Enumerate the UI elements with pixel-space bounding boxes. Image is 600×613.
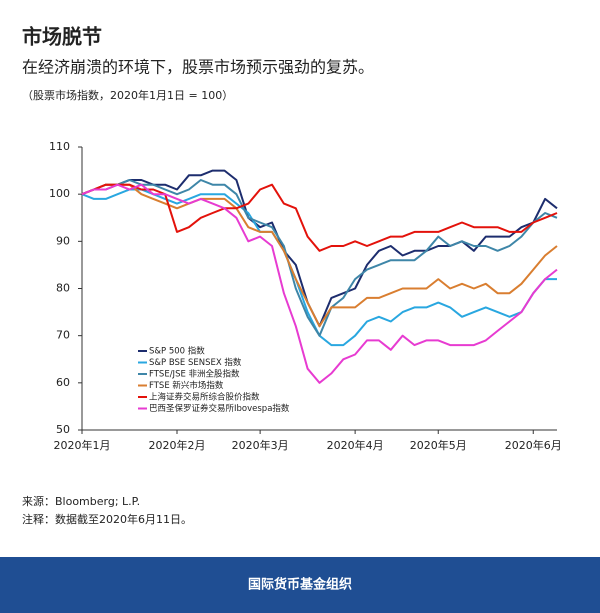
y-tick-label: 70 <box>56 329 70 342</box>
y-tick-label: 90 <box>56 234 70 247</box>
footer-band <box>0 557 600 613</box>
series-line <box>81 183 558 384</box>
series-line <box>81 179 558 337</box>
x-tick-label: 2020年1月 <box>54 438 111 452</box>
note: 注释：数据截至2020年6月11日。 <box>22 512 192 526</box>
source: 来源：Bloomberg; L.P. <box>22 494 140 508</box>
legend-label: 巴西圣保罗证券交易所Ibovespa指数 <box>149 403 290 414</box>
y-tick-label: 80 <box>56 282 70 295</box>
y-tick-label: 60 <box>56 376 70 389</box>
x-tick-label: 2020年6月 <box>505 438 562 452</box>
series-line <box>81 183 558 252</box>
series-line <box>81 183 558 328</box>
y-tick-label: 50 <box>56 423 70 436</box>
unit-note: （股票市场指数，2020年1月1日 = 100） <box>22 88 233 102</box>
x-tick-label: 2020年3月 <box>232 438 289 452</box>
y-tick-label: 110 <box>49 140 70 153</box>
y-tick-label: 100 <box>49 187 70 200</box>
legend-label: FTSE/JSE 非洲全股指数 <box>149 369 240 380</box>
legend-label: S&P 500 指数 <box>149 346 205 357</box>
legend-label: 上海证券交易所综合股价指数 <box>149 392 260 403</box>
legend-label: FTSE 新兴市场指数 <box>149 380 224 391</box>
footer-text: 国际货币基金组织 <box>248 577 352 593</box>
x-tick-label: 2020年2月 <box>149 438 206 452</box>
legend-label: S&P BSE SENSEX 指数 <box>149 357 242 368</box>
chart-title: 市场脱节 <box>22 25 102 49</box>
x-tick-label: 2020年5月 <box>410 438 467 452</box>
x-tick-label: 2020年4月 <box>327 438 384 452</box>
series-line <box>81 188 557 347</box>
chart-subtitle: 在经济崩溃的环境下，股票市场预示强劲的复苏。 <box>22 58 374 77</box>
